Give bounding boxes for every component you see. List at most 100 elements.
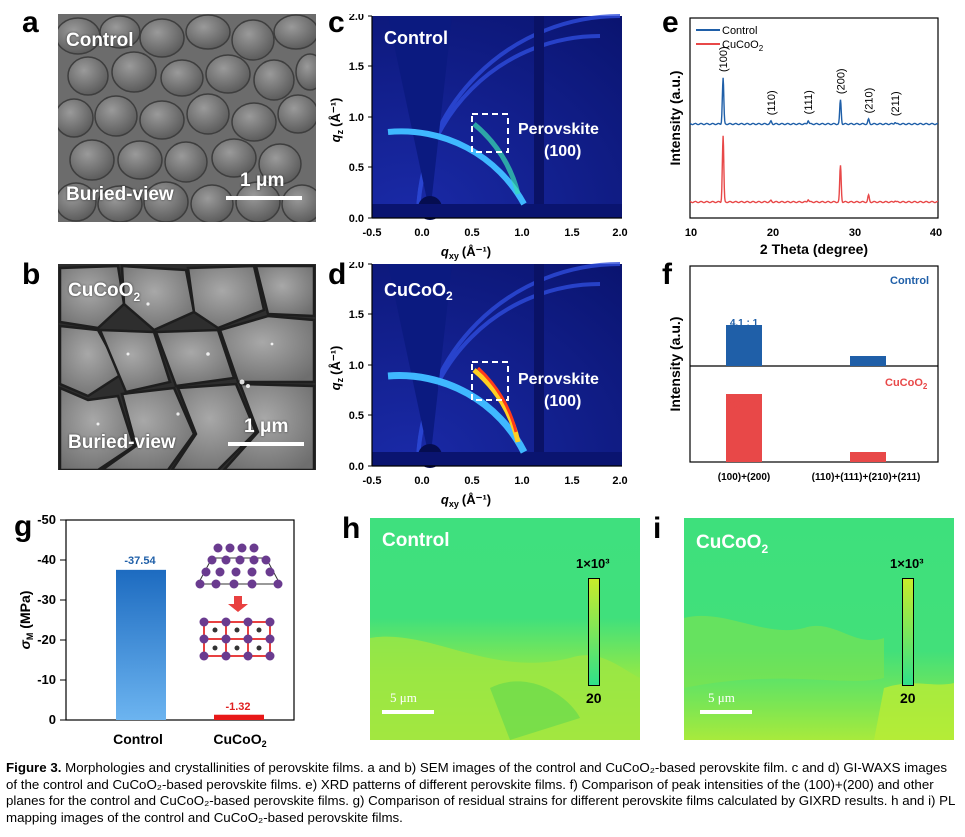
- y-axis-label: σM (MPa): [17, 591, 35, 650]
- y-tick-label: -10: [37, 672, 56, 687]
- bar-cucoo2: [726, 394, 762, 462]
- caption-figure-number: Figure 3.: [6, 760, 62, 775]
- legend-cucoo2: CuCoO2: [722, 39, 764, 53]
- y-tick-label: 0.0: [349, 461, 364, 473]
- bar-control: [726, 325, 762, 366]
- x-tick-label: -0.5: [363, 475, 382, 487]
- sem-title-control: Control: [66, 30, 134, 51]
- y-tick-label: 2.0: [349, 14, 364, 23]
- scale-bar: [700, 710, 752, 714]
- y-tick-label: -30: [37, 592, 56, 607]
- bar-control: [116, 569, 166, 720]
- sem-subtitle: Buried-view: [68, 432, 176, 453]
- peak-label: (111): [803, 90, 815, 114]
- x-tick-label: 0.5: [464, 475, 479, 487]
- peak-ratio-panel: Control CuCoO2 4.1 : 1 6.8 : 1 Intensity…: [660, 262, 960, 492]
- plane-label: (100): [544, 143, 581, 160]
- x-tick-label: 0.0: [414, 475, 429, 487]
- x-cat-label: (100)+(200): [718, 472, 771, 483]
- x-tick-label: 2.0: [612, 475, 627, 487]
- value-cucoo2: -1.32: [225, 701, 250, 713]
- sem-grain-texture: [58, 264, 316, 470]
- sem-image-cucoo2: CuCoO2 Buried-view 1 μm: [58, 264, 316, 470]
- scale-bar-label: 5 μm: [390, 690, 417, 705]
- scale-bar: [226, 196, 302, 200]
- scale-bar: [228, 442, 304, 446]
- x-tick-label: 0.0: [414, 227, 429, 239]
- giwaxs-plot: 0.0 0.5 1.0 1.5 2.0 -0.5 0.0 0.5 1.0 1.5…: [328, 11, 628, 261]
- x-label-cucoo2: CuCoO2: [213, 731, 266, 749]
- peak-label: (210): [864, 88, 876, 114]
- peak-ratio-plot: Control CuCoO2 4.1 : 1 6.8 : 1 Intensity…: [667, 265, 939, 483]
- bar-cucoo2: [850, 452, 886, 462]
- colorbar: [588, 578, 600, 686]
- y-axis-label: Intensity (a.u.): [667, 317, 683, 412]
- perovskite-label: Perovskite: [518, 121, 599, 138]
- x-tick-label: 2.0: [612, 227, 627, 239]
- y-tick-label: -20: [37, 632, 56, 647]
- y-tick-label: 0: [49, 712, 56, 727]
- panel-label-e: e: [662, 6, 679, 39]
- scale-bar-label: 1 μm: [240, 170, 285, 191]
- lattice-illustration: [195, 543, 283, 661]
- y-axis-label: Intensity (a.u.): [667, 71, 683, 166]
- x-axis-label: qxy (Å⁻¹): [441, 492, 491, 509]
- panel-label-h: h: [342, 512, 361, 545]
- panel-label-b: b: [22, 258, 41, 291]
- x-axis-label: qxy (Å⁻¹): [441, 244, 491, 261]
- scale-bar-label: 1 μm: [244, 416, 289, 437]
- pl-map-texture: [684, 615, 954, 740]
- panel-label-c: c: [328, 6, 345, 39]
- y-axis-label: qz(Å⁻¹): [328, 98, 345, 143]
- colorbar: [902, 578, 914, 686]
- y-tick-label: 1.0: [349, 112, 364, 124]
- pl-map-control: Control 1×10³ 20 5 μm: [370, 518, 640, 740]
- control-label: Control: [890, 275, 929, 287]
- pl-title-cucoo2: CuCoO2: [696, 532, 769, 556]
- x-tick-label: 1.0: [514, 475, 529, 487]
- bar-cucoo2: [214, 714, 264, 720]
- giwaxs-title-cucoo2: CuCoO2: [384, 280, 453, 303]
- plot-frame: [689, 17, 939, 219]
- x-tick-label: 1.0: [514, 227, 529, 239]
- y-tick-label: -40: [37, 552, 56, 567]
- x-tick-label: -0.5: [363, 227, 382, 239]
- giwaxs-title-control: Control: [384, 28, 448, 48]
- sem-title-cucoo2: CuCoO2: [68, 280, 141, 304]
- legend-control: Control: [722, 25, 757, 37]
- y-tick-label: 0.5: [349, 410, 364, 422]
- panel-label-f: f: [662, 258, 672, 291]
- peak-label: (110): [766, 90, 778, 115]
- x-tick-label: 1.5: [564, 475, 579, 487]
- y-tick-label: 1.0: [349, 360, 364, 372]
- panel-label-g: g: [14, 510, 33, 543]
- strain-plot: -50 -40 -30 -20 -10 0 -37.54 -1.32 Contr…: [17, 512, 295, 749]
- x-tick-label: 30: [849, 227, 861, 239]
- scale-bar: [382, 710, 434, 714]
- xrd-plot: Control CuCoO2 10 20 30 40 2 Theta (degr…: [667, 17, 942, 257]
- bar-control: [850, 356, 886, 366]
- x-label-control: Control: [113, 731, 163, 747]
- pl-map-cucoo2: CuCoO2 1×10³ 20 5 μm: [684, 518, 954, 740]
- ratio-control: 4.1 : 1: [730, 318, 759, 329]
- peak-label: (100): [718, 46, 730, 72]
- x-tick-label: 20: [767, 227, 779, 239]
- plane-label: (100): [544, 393, 581, 410]
- y-tick-label: 0.5: [349, 162, 364, 174]
- x-axis-label: 2 Theta (degree): [760, 241, 868, 257]
- xrd-line-control: [689, 77, 938, 126]
- giwaxs-plot: 0.0 0.5 1.0 1.5 2.0 -0.5 0.0 0.5 1.0 1.5…: [328, 259, 628, 509]
- perovskite-label: Perovskite: [518, 371, 599, 388]
- xrd-panel: Control CuCoO2 10 20 30 40 2 Theta (degr…: [660, 14, 960, 262]
- panel-label-a: a: [22, 6, 39, 39]
- giwaxs-panel-cucoo2: 0.0 0.5 1.0 1.5 2.0 -0.5 0.0 0.5 1.0 1.5…: [326, 259, 646, 510]
- figure-caption: Figure 3. Morphologies and crystalliniti…: [6, 760, 958, 826]
- x-tick-label: 10: [685, 227, 697, 239]
- colorbar-min: 20: [900, 690, 916, 706]
- value-control: -37.54: [124, 555, 156, 567]
- sem-subtitle: Buried-view: [66, 184, 174, 205]
- ratio-cucoo2: 6.8 : 1: [730, 400, 759, 411]
- y-tick-label: 1.5: [349, 309, 364, 321]
- cucoo2-label: CuCoO2: [885, 377, 928, 391]
- panel-label-i: i: [653, 512, 662, 545]
